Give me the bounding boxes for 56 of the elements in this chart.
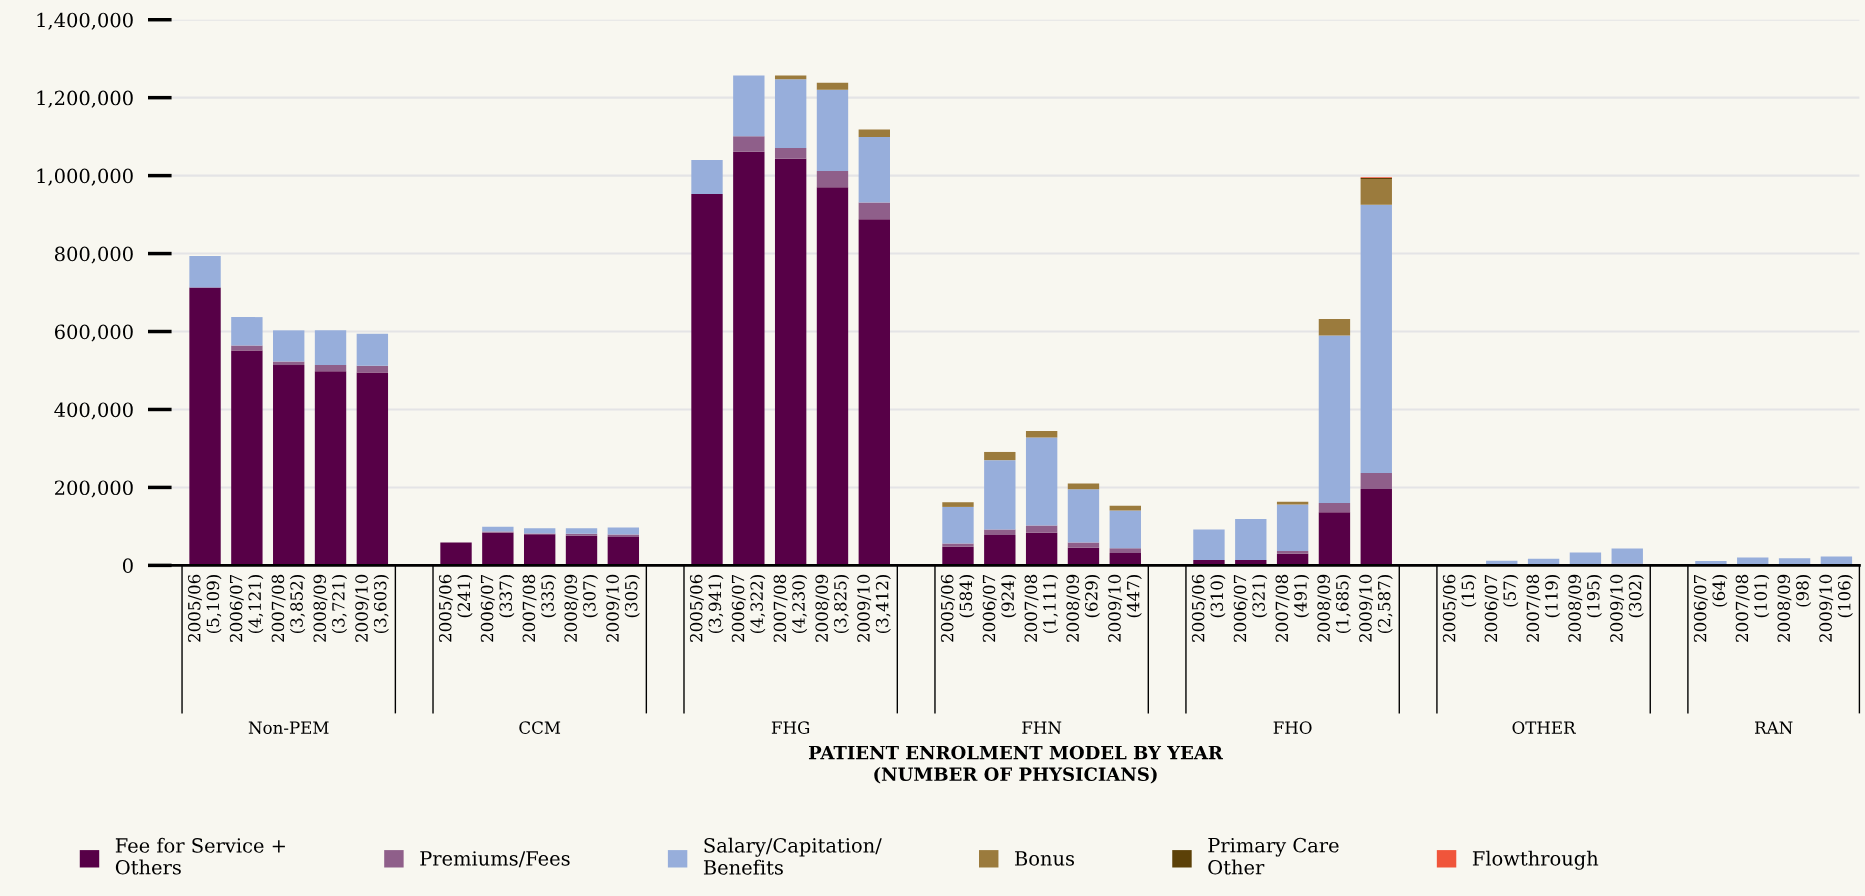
x-tick-label: 2008/09 (629)	[1066, 574, 1100, 642]
y-tick-label: 1,200,000	[37, 90, 133, 108]
x-tick-label: 2005/06 (241)	[438, 574, 473, 642]
legend-label: Primary Care Other	[1208, 837, 1339, 875]
x-tick-label: 2008/09 (1,685)	[1317, 574, 1351, 642]
x-tick-label: 2009/10 (3,603)	[355, 574, 389, 642]
x-tick-label: 2009/10 (106)	[1819, 574, 1853, 642]
x-tick-label: 2007/08 (3,852)	[271, 574, 306, 642]
legend-label: Bonus	[1015, 851, 1075, 866]
x-tick-label: 2006/07 (4,121)	[229, 574, 264, 642]
x-tick-label: 2007/08 (1,111)	[1024, 574, 1059, 642]
text: FHO	[1273, 721, 1312, 734]
text: PATIENT ENROLMENT MODEL BY YEAR (NUMBER OF PHYSICIANS)	[808, 745, 1223, 784]
x-tick-label: 2006/07 (57)	[1484, 574, 1519, 642]
x-tick-label: 2008/09 (3,721)	[313, 574, 348, 642]
x-tick-label: 2009/10 (3,412)	[857, 574, 891, 642]
x-tick-label: 2008/09 (98)	[1777, 574, 1812, 642]
x-tick-label: 2006/07 (924)	[982, 574, 1017, 642]
y-tick-label: 400,000	[54, 402, 133, 420]
x-tick-label: 2007/08 (491)	[1275, 574, 1310, 642]
x-tick-label: 2009/10 (447)	[1108, 574, 1142, 642]
legend-label: Salary/Capitation/ Benefits	[703, 837, 882, 875]
x-tick-label: 2007/08 (101)	[1735, 574, 1770, 642]
legend-label: Fee for Service + Others	[115, 837, 285, 875]
x-tick-label: 2006/07 (337)	[480, 574, 515, 642]
text: Non-PEM	[248, 721, 329, 734]
x-tick-label: 2005/06 (3,941)	[689, 574, 724, 642]
x-tick-label: 2007/08 (119)	[1526, 574, 1561, 642]
x-tick-label: 2007/08 (335)	[522, 574, 557, 642]
y-tick-label: 0	[122, 558, 133, 574]
legend-label: Premiums/Fees	[420, 851, 570, 868]
x-tick-label: 2006/07 (4,322)	[731, 574, 766, 642]
x-tick-label: 2006/07 (64)	[1693, 574, 1728, 642]
text: FHG	[771, 721, 810, 734]
x-tick-label: 2008/09 (307)	[564, 574, 599, 642]
x-tick-label: 2009/10 (2,587)	[1359, 574, 1393, 642]
x-tick-label: 2005/06 (584)	[940, 574, 975, 642]
x-tick-label: 2009/10 (302)	[1610, 574, 1644, 642]
x-tick-label: 2005/06 (5,109)	[187, 574, 222, 642]
x-tick-label: 2008/09 (195)	[1568, 574, 1602, 642]
text: RAN	[1754, 721, 1793, 734]
x-tick-label: 2005/06 (15)	[1442, 574, 1477, 642]
legend-label: Flowthrough	[1472, 850, 1599, 870]
x-tick-label: 2006/07 (321)	[1233, 574, 1268, 642]
y-tick-label: 800,000	[54, 246, 133, 264]
x-tick-label: 2007/08 (4,230)	[773, 574, 808, 642]
y-tick-label: 1,000,000	[37, 168, 133, 186]
text: CCM	[519, 721, 561, 734]
x-tick-label: 2005/06 (310)	[1191, 574, 1226, 642]
y-tick-label: 600,000	[54, 324, 133, 342]
y-tick-label: 1,400,000	[37, 12, 133, 30]
x-tick-label: 2009/10 (305)	[606, 574, 640, 642]
text: OTHER	[1512, 721, 1576, 734]
text: FHN	[1022, 721, 1062, 734]
y-tick-label: 200,000	[54, 480, 133, 498]
x-tick-label: 2008/09 (3,825)	[815, 574, 850, 642]
